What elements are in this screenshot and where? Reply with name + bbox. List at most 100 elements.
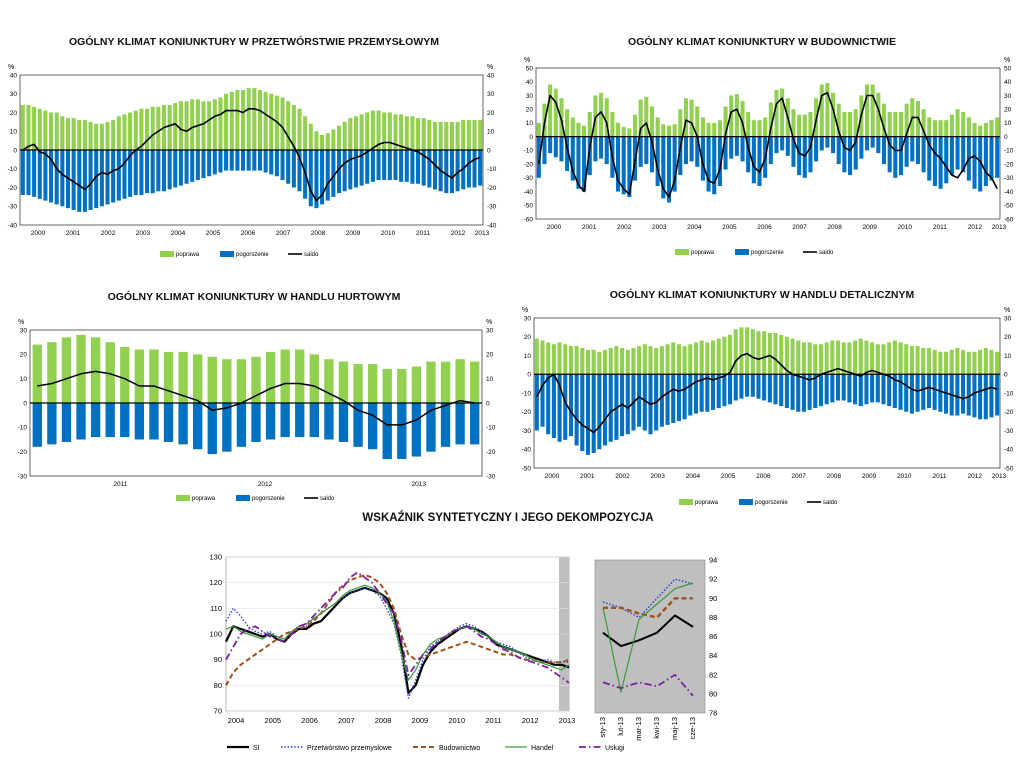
synthetic-title: WSKAŹNIK SYNTETYCZNY I JEGO DEKOMPOZYCJA xyxy=(362,512,654,524)
bar-poprawa xyxy=(689,99,694,137)
line-saldo xyxy=(22,107,481,202)
bar-poprawa xyxy=(807,342,812,375)
legend-swatch-pogorszenie xyxy=(735,249,749,255)
y-tick-label-left: 0 xyxy=(23,400,27,407)
bar-pogorszenie xyxy=(841,374,846,401)
bar-poprawa xyxy=(76,334,86,403)
y-tick-label-right: 40 xyxy=(1004,79,1012,86)
x-tick-label: 2010 xyxy=(897,473,912,480)
bar-pogorszenie xyxy=(625,374,630,435)
bar-poprawa xyxy=(593,95,598,137)
bar-pogorszenie xyxy=(739,374,744,399)
bar-pogorszenie xyxy=(82,150,87,212)
bar-pogorszenie xyxy=(587,136,592,176)
bar-pogorszenie xyxy=(921,136,926,173)
y-tick-label: 80 xyxy=(214,681,222,690)
bar-poprawa xyxy=(649,106,655,137)
bar-pogorszenie xyxy=(32,403,42,447)
bar-pogorszenie xyxy=(212,150,217,175)
bar-pogorszenie xyxy=(961,374,966,414)
x-tick-label: 2004 xyxy=(228,716,245,725)
bar-poprawa xyxy=(387,112,392,150)
bar-pogorszenie xyxy=(593,136,598,162)
bar-poprawa xyxy=(49,112,54,150)
retail-title: OGÓLNY KLIMAT KONIUNKTURY W HANDLU DETAL… xyxy=(609,289,915,301)
legend-label: poprawa xyxy=(695,500,719,506)
bar-poprawa xyxy=(943,351,949,375)
y-tick-label-left: 30 xyxy=(524,315,532,322)
bar-pogorszenie xyxy=(802,136,807,178)
bar-poprawa xyxy=(295,349,305,403)
y-tick-label-right: -10 xyxy=(486,425,496,432)
bar-pogorszenie xyxy=(710,374,716,410)
bar-poprawa xyxy=(173,103,178,150)
bar-poprawa xyxy=(813,344,818,375)
bar-poprawa xyxy=(193,354,203,403)
bar-poprawa xyxy=(819,84,824,137)
bar-poprawa xyxy=(989,120,994,137)
bar-poprawa xyxy=(655,117,660,137)
bar-poprawa xyxy=(134,349,145,403)
bar-pogorszenie xyxy=(801,374,806,412)
y-tick-label-right: 50 xyxy=(1004,65,1012,72)
y-tick-label-right: -10 xyxy=(487,166,497,173)
bar-pogorszenie xyxy=(20,150,25,195)
retail-chart: -50 -50 -40 -40 -30 -30 -20 -20 -10 -10 0 0 10 10 20 20… xyxy=(522,307,1014,506)
bar-poprawa xyxy=(961,349,966,375)
bar-poprawa xyxy=(478,120,483,150)
x-tick-label: 2012 xyxy=(968,224,983,231)
bar-pogorszenie xyxy=(995,374,1000,416)
y-tick-label-left: -40 xyxy=(8,222,18,229)
y-tick-label-left: -30 xyxy=(18,473,28,480)
bar-pogorszenie xyxy=(818,374,824,407)
bar-poprawa xyxy=(599,92,604,137)
bar-pogorszenie xyxy=(904,136,909,167)
bar-poprawa xyxy=(43,110,48,150)
bar-poprawa xyxy=(280,349,290,403)
bar-pogorszenie xyxy=(342,150,347,192)
bar-pogorszenie xyxy=(661,136,666,199)
bar-pogorszenie xyxy=(184,150,189,184)
bar-pogorszenie xyxy=(706,136,711,192)
bar-poprawa xyxy=(796,340,801,375)
bar-poprawa xyxy=(734,94,739,137)
bar-poprawa xyxy=(904,103,909,137)
bar-poprawa xyxy=(540,340,545,375)
bar-pogorszenie xyxy=(784,374,789,408)
x-tick-label: 2012 xyxy=(258,481,273,488)
legend-swatch-poprawa xyxy=(675,249,689,255)
plot-area xyxy=(533,317,1001,469)
bar-poprawa xyxy=(574,346,579,375)
bar-pogorszenie xyxy=(336,150,342,194)
bar-pogorszenie xyxy=(325,150,330,201)
bar-pogorszenie xyxy=(331,150,336,197)
bar-poprawa xyxy=(190,99,195,150)
bar-poprawa xyxy=(853,340,858,375)
bar-poprawa xyxy=(729,95,734,137)
y-tick-label-left: 20 xyxy=(20,352,28,359)
y-tick-label-right: 30 xyxy=(1004,315,1012,322)
bar-poprawa xyxy=(265,351,276,403)
bar-poprawa xyxy=(120,347,130,403)
bar-poprawa xyxy=(892,340,897,375)
bar-pogorszenie xyxy=(540,374,545,427)
y-tick-label-left: -20 xyxy=(522,409,532,416)
x-tick-label: 2002 xyxy=(101,230,116,237)
bar-pogorszenie xyxy=(671,374,676,423)
bar-pogorszenie xyxy=(859,136,864,159)
y-axis-unit-right: % xyxy=(487,64,493,71)
bar-poprawa xyxy=(915,346,920,375)
bar-poprawa xyxy=(853,109,858,137)
bar-pogorszenie xyxy=(297,150,302,192)
bar-pogorszenie xyxy=(835,374,841,401)
x-tick-label: 2005 xyxy=(722,224,737,231)
bar-poprawa xyxy=(421,118,426,150)
bar-poprawa xyxy=(904,344,909,375)
bar-pogorszenie xyxy=(116,150,121,201)
bar-pogorszenie xyxy=(717,136,722,187)
x-tick-label: 2009 xyxy=(346,230,361,237)
bar-pogorszenie xyxy=(659,374,664,427)
bar-poprawa xyxy=(604,98,609,137)
y-tick-label-right: -10 xyxy=(1004,390,1014,397)
bar-pogorszenie xyxy=(978,136,983,192)
